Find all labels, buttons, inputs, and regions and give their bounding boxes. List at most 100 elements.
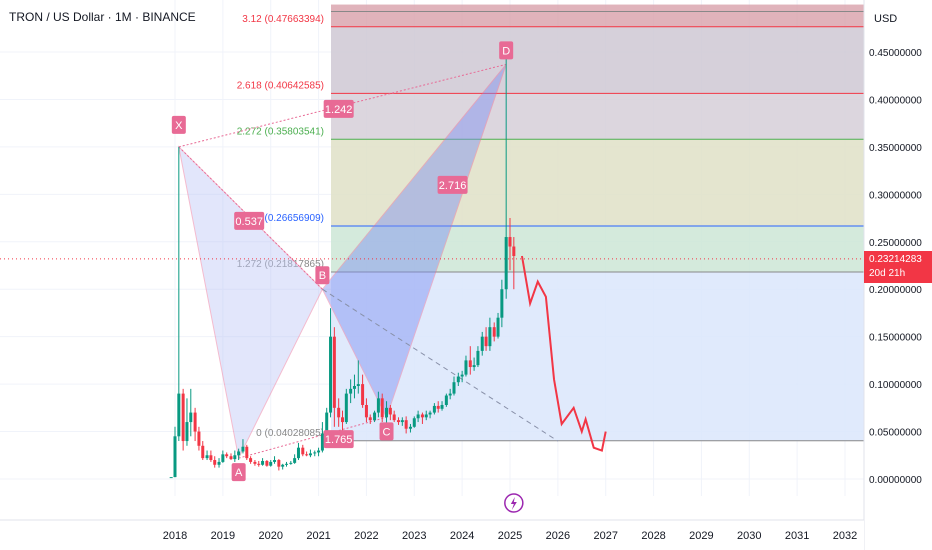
candle-body [388, 407, 392, 415]
candle-body [488, 327, 492, 347]
time-tick-label: 2023 [402, 530, 426, 542]
candle-body [241, 446, 245, 452]
candle-body [237, 451, 241, 456]
price-tick-label: 0.35000000 [869, 143, 922, 154]
candle-body [325, 412, 329, 434]
price-tick-label: 0.10000000 [869, 380, 922, 391]
candle-body [209, 455, 213, 461]
candle-body [472, 365, 476, 368]
pattern-ratio-badge [323, 430, 354, 449]
candle-body [385, 407, 389, 418]
candle-body [500, 289, 504, 318]
candle-body [373, 412, 377, 421]
candle-body [356, 384, 360, 387]
candle-body [428, 412, 432, 415]
fib-level-label: 2.272 (0.35803541) [237, 126, 324, 137]
fib-level-label: 3.12 (0.47663394) [242, 14, 324, 25]
candle-body [205, 455, 209, 459]
candle-body [305, 454, 309, 456]
pattern-point-badge [231, 463, 246, 482]
time-tick-label: 2019 [211, 530, 235, 542]
pattern-ratio-badge [234, 211, 265, 230]
candle-body [508, 237, 512, 247]
candle-body [273, 460, 277, 462]
price-tick-label: 0.40000000 [869, 95, 922, 106]
candle-body [400, 420, 404, 423]
candle-body [177, 393, 181, 437]
fib-zones [331, 4, 864, 442]
price-tick-label: 0.15000000 [869, 333, 922, 344]
lightning-icon-bolt [510, 497, 517, 510]
candle-body [344, 393, 348, 423]
candle-body [308, 453, 312, 456]
candle-body [504, 237, 508, 290]
candle-body [444, 395, 448, 405]
candle-body [380, 398, 384, 418]
candle-body [364, 404, 368, 418]
time-tick-label: 2029 [689, 530, 713, 542]
currency-label[interactable]: USD [874, 13, 898, 25]
candle-body [352, 386, 356, 389]
time-tick-label: 2025 [498, 530, 522, 542]
time-tick-label: 2028 [641, 530, 665, 542]
candle-body [404, 420, 408, 429]
pattern-point-badge [379, 422, 394, 441]
candle-body [233, 455, 237, 460]
pattern-point-label: A [235, 467, 243, 479]
projection-path [520, 255, 607, 452]
candle-body [285, 463, 289, 465]
last-price-tag: 0.23214283 20d 21h [864, 251, 932, 283]
bar-countdown: 20d 21h [869, 268, 906, 279]
candle-body [392, 414, 396, 421]
candle-body [432, 405, 436, 413]
candle-body [512, 246, 516, 257]
fib-level-label: (0.26656909) [265, 213, 325, 224]
price-tick-label: 0.25000000 [869, 238, 922, 249]
price-tick-label: 0.00000000 [869, 475, 922, 486]
pattern-point-badge [171, 115, 186, 134]
chart-title: TRON / US Dollar · 1M · BINANCE [9, 10, 196, 24]
candle-body [408, 426, 412, 429]
pattern-point-label: D [502, 45, 510, 57]
candle-body [281, 464, 285, 467]
candle-body [476, 350, 480, 366]
candle-body [249, 458, 253, 462]
candle-body [480, 336, 484, 351]
time-tick-label: 2032 [833, 530, 857, 542]
candle-body [464, 360, 468, 375]
trend-line-dashed [322, 288, 559, 442]
fib-zone [331, 93, 864, 140]
candle-body [289, 462, 293, 464]
pattern-ratio-label: 2.716 [439, 180, 467, 192]
candle-body [416, 414, 420, 419]
price-tick-label: 0.05000000 [869, 428, 922, 439]
fib-zone [331, 226, 864, 272]
candle-body [269, 461, 273, 466]
candle-body [257, 463, 261, 465]
pattern-xab-triangle [178, 145, 324, 460]
pattern-ratio-label: 0.537 [235, 216, 263, 228]
fib-zone [331, 26, 864, 94]
candle-body [169, 477, 173, 479]
lightning-icon [504, 493, 524, 513]
candle-body [185, 422, 189, 442]
candle-body [349, 388, 353, 394]
candle-body [277, 460, 281, 467]
pattern-bcd-triangle [321, 64, 507, 419]
last-price-value: 0.23214283 [869, 254, 922, 265]
time-tick-label: 2022 [354, 530, 378, 542]
pattern-point-label: B [319, 270, 326, 282]
fib-level-label: 2.618 (0.40642585) [237, 80, 324, 91]
candle-body [456, 376, 460, 383]
pattern-ratio-badge [437, 175, 468, 194]
candle-body [332, 336, 336, 408]
candle-body [337, 407, 341, 418]
candle-body [468, 360, 472, 368]
candle-body [225, 454, 229, 457]
candle-body [181, 393, 185, 442]
time-axis-bg [0, 520, 864, 550]
time-tick-label: 2018 [163, 530, 187, 542]
time-tick-label: 2021 [306, 530, 330, 542]
candle-body [253, 461, 257, 464]
